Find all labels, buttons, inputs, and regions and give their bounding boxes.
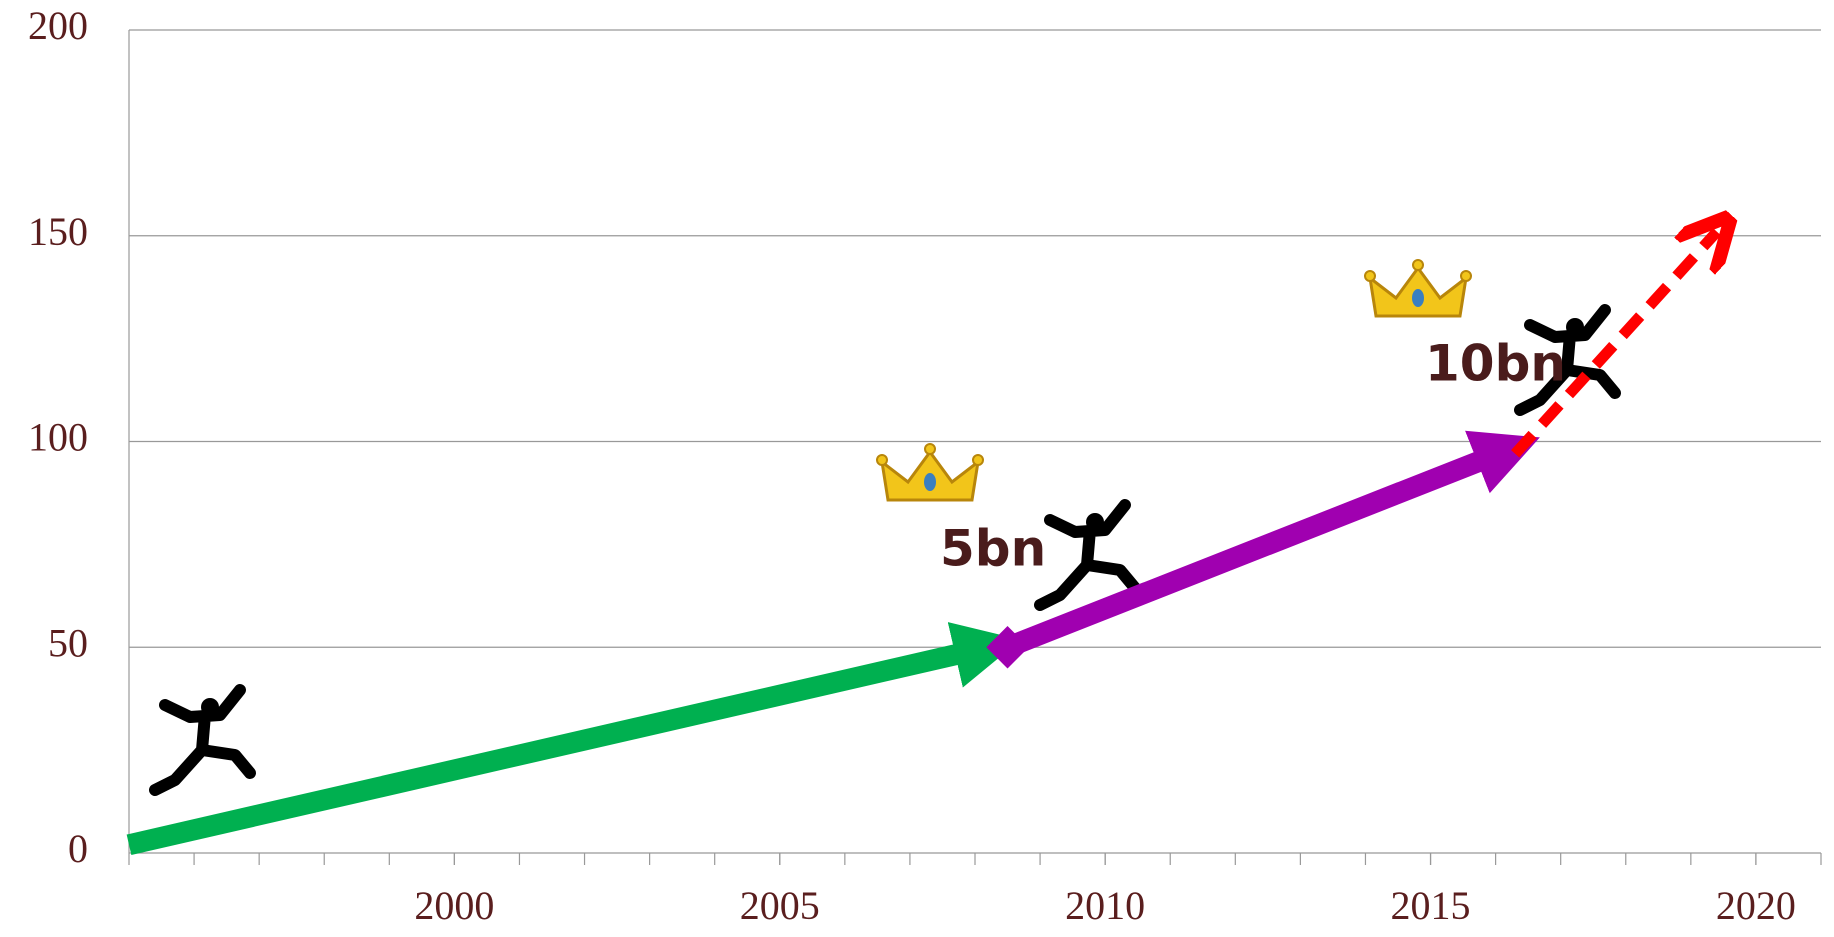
x-tick-label: 2010 bbox=[1065, 883, 1145, 928]
y-tick-label: 0 bbox=[68, 826, 88, 871]
x-tick-label: 2000 bbox=[414, 883, 494, 928]
series-line bbox=[1003, 430, 1540, 658]
annotation: 10bn bbox=[1425, 335, 1566, 393]
y-tick-label: 50 bbox=[48, 620, 88, 665]
annotation: 5bn bbox=[940, 520, 1046, 578]
x-tick-label: 2020 bbox=[1716, 883, 1796, 928]
x-tick-label: 2005 bbox=[740, 883, 820, 928]
y-tick-label: 100 bbox=[28, 415, 88, 460]
series-line bbox=[1511, 232, 1717, 458]
y-tick-label: 200 bbox=[28, 3, 88, 48]
series-line bbox=[126, 622, 1021, 856]
crown-icon bbox=[1363, 258, 1473, 318]
runner-icon bbox=[155, 690, 250, 790]
runner-icon bbox=[1040, 505, 1135, 605]
crown-icon bbox=[875, 442, 985, 502]
x-tick-label: 2015 bbox=[1391, 883, 1471, 928]
y-tick-label: 150 bbox=[28, 209, 88, 254]
